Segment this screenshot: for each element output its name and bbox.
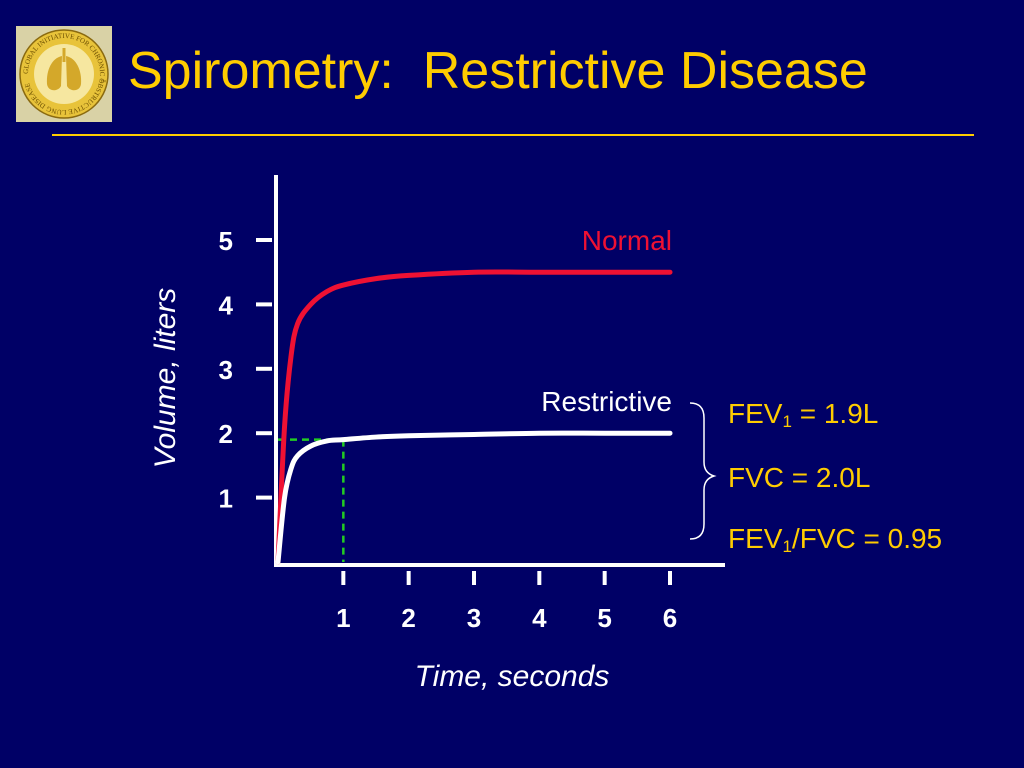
title-underline [52,134,974,136]
fev1-annotation [278,438,345,562]
chart-ticks: 1 2 3 4 5 1 2 3 4 5 6 [219,226,678,633]
left-lung-icon [46,56,62,91]
y-tick-label: 4 [219,290,234,320]
stats-brace [689,402,717,540]
x-tick-label: 5 [597,603,611,633]
normal-curve [275,269,673,565]
y-tick-label: 3 [219,355,233,385]
brace-icon [689,402,717,540]
x-tick-label: 4 [532,603,547,633]
right-lung-icon [66,56,82,91]
restrictive-curve [275,430,673,565]
fvc-result: FVC = 2.0L [728,462,871,493]
x-tick-label: 2 [401,603,415,633]
fev1-result: FEV1 = 1.9L [728,398,879,431]
logo-trademark: ™ [100,79,106,86]
x-tick-label: 3 [467,603,481,633]
y-axis-label: Volume, liters [149,288,182,469]
slide-title: Spirometry: Restrictive Disease [128,42,868,100]
x-tick-label: 6 [663,603,677,633]
gold-logo: GLOBAL INITIATIVE FOR CHRONIC OBSTRUCTIV… [16,26,112,122]
trachea-icon [62,48,66,62]
fev1-fvc-ratio-result: FEV1/FVC = 0.95 [728,523,943,556]
y-tick-label: 2 [219,419,233,449]
chart-axes [274,175,725,567]
normal-series-label: Normal [582,225,672,256]
x-axis-label: Time, seconds [415,660,610,693]
restrictive-series-label: Restrictive [541,386,672,417]
logo-center [34,44,94,104]
chart-series: Normal Restrictive [275,225,673,565]
x-tick-label: 1 [336,603,350,633]
y-tick-label: 1 [219,484,233,514]
y-tick-label: 5 [219,226,233,256]
